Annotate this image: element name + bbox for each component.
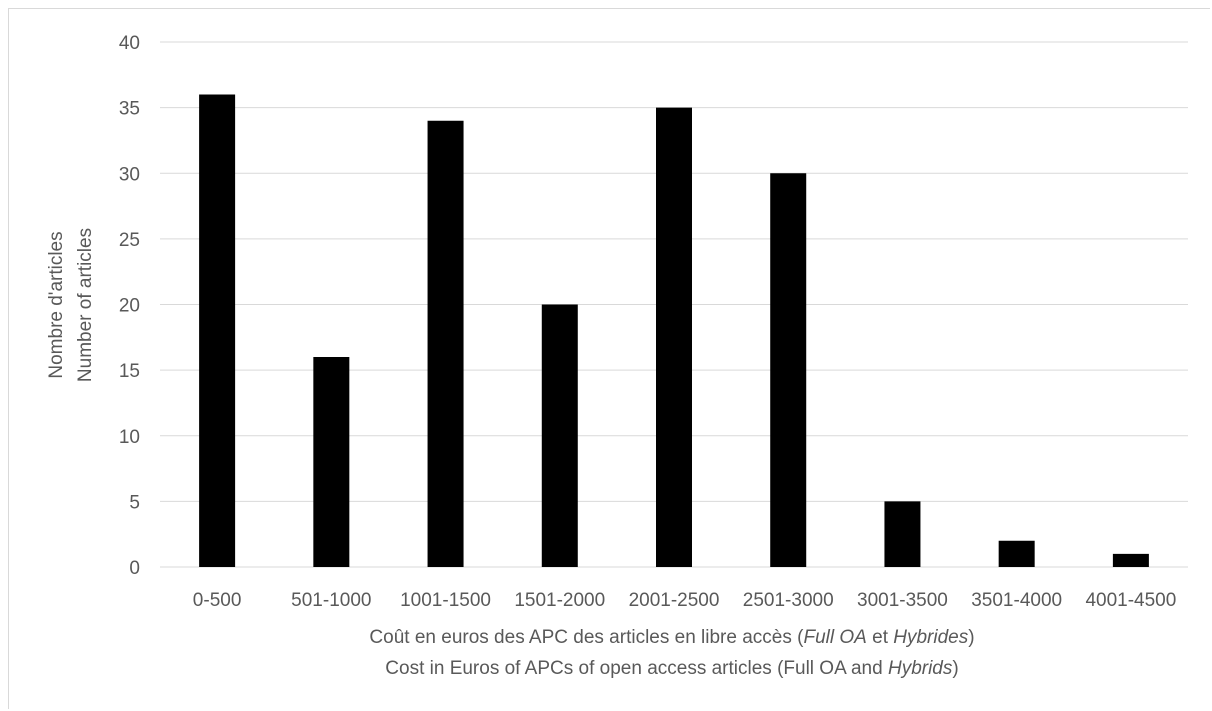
y-tick-label: 30 [119,164,140,185]
x-tick-label: 3001-3500 [857,590,948,611]
y-axis-title-fr: Nombre d'articles [46,231,67,378]
x-tick-label: 1001-1500 [400,590,491,611]
x-axis-title-en: Cost in Euros of APCs of open access art… [385,658,958,679]
y-tick-label: 25 [119,230,140,251]
x-tick-label: 2501-3000 [743,590,834,611]
bar-4001-4500 [1112,553,1149,567]
bar-1501-2000 [541,304,578,567]
bar-1001-1500 [427,120,464,567]
x-tick-label: 501-1000 [291,590,371,611]
bar-3001-3500 [884,501,921,567]
y-tick-label: 15 [119,361,140,382]
bar-2001-2500 [656,107,692,567]
bars [199,94,1149,567]
x-tick-label: 3501-4000 [971,590,1062,611]
bar-2501-3000 [770,173,807,567]
x-tick-label: 2001-2500 [629,590,720,611]
x-tick-label: 4001-4500 [1085,590,1176,611]
chart-frame [8,8,1210,709]
x-tick-labels: 0-500 501-1000 1001-1500 1501-2000 2001-2500… [193,590,1177,611]
y-tick-label: 10 [119,427,140,448]
bar-0-500 [199,94,236,567]
y-axis-title-en: Number of articles [75,228,96,382]
x-axis-title-fr: Coût en euros des APC des articles en li… [369,627,974,648]
y-tick-labels: 0 5 10 15 20 25 30 35 40 [119,33,140,579]
bar-501-1000 [313,357,350,567]
y-tick-label: 35 [119,99,140,120]
y-tick-label: 20 [119,296,140,317]
bar-3501-4000 [998,540,1035,567]
y-tick-label: 0 [129,558,140,579]
y-tick-label: 40 [119,33,140,54]
x-tick-label: 1501-2000 [514,590,605,611]
x-tick-label: 0-500 [193,590,242,611]
y-tick-label: 5 [129,492,140,513]
